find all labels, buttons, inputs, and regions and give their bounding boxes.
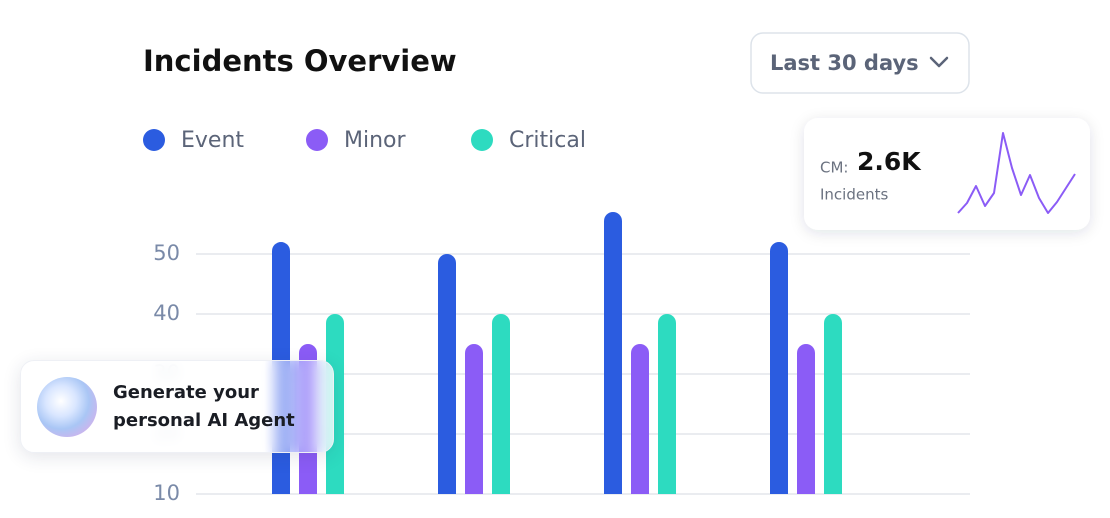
y-tick-label: 50 (153, 241, 180, 265)
bar (631, 344, 649, 494)
y-tick-label: 40 (153, 301, 180, 325)
bar (770, 242, 788, 494)
ai-card[interactable]: Generate your personal AI Agent (20, 360, 334, 453)
bar (658, 314, 676, 494)
bar (438, 254, 456, 494)
bar (465, 344, 483, 494)
bar (797, 344, 815, 494)
ai-line: personal AI Agent (113, 410, 295, 431)
sparkline (957, 132, 1076, 214)
stat-card (804, 118, 1090, 230)
bar (326, 314, 344, 494)
legend-label: Minor (344, 128, 406, 153)
range-picker-label[interactable]: Last 30 days (770, 51, 919, 75)
ai-icon (37, 377, 97, 437)
bar (604, 212, 622, 494)
legend-swatch (143, 129, 165, 151)
legend-label: Event (181, 128, 244, 153)
ai-text: Generate your personal AI Agent (113, 379, 295, 435)
y-tick-label: 10 (153, 481, 180, 505)
chart-title: Incidents Overview (143, 44, 457, 78)
chevron-icon[interactable] (929, 56, 949, 68)
legend-swatch (471, 129, 493, 151)
stat-value: 2.6K (857, 147, 922, 176)
range-picker[interactable] (750, 32, 970, 94)
bar (492, 314, 510, 494)
bar (824, 314, 842, 494)
stat-label: Incidents (820, 186, 888, 204)
legend-swatch (306, 129, 328, 151)
legend-label: Critical (509, 128, 586, 153)
ai-line: Generate your (113, 382, 259, 403)
stat-prefix: CM: (820, 159, 848, 177)
